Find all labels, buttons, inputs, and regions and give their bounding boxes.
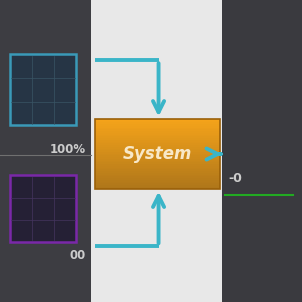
Bar xyxy=(95,173,220,175)
Text: -0: -0 xyxy=(228,172,242,185)
Bar xyxy=(95,169,220,171)
Bar xyxy=(95,166,220,168)
Bar xyxy=(95,161,220,163)
Bar xyxy=(95,162,220,164)
Text: 00: 00 xyxy=(70,249,86,262)
Bar xyxy=(95,168,220,170)
Bar xyxy=(95,137,220,138)
Bar xyxy=(95,119,220,189)
Bar xyxy=(95,187,220,189)
Bar xyxy=(95,152,220,154)
Bar xyxy=(95,164,220,166)
Bar xyxy=(95,128,220,130)
Bar xyxy=(222,0,302,302)
Bar xyxy=(0,0,91,302)
Bar xyxy=(95,150,220,152)
Bar xyxy=(95,157,220,159)
Bar xyxy=(10,175,76,242)
Bar xyxy=(95,149,220,150)
Bar xyxy=(95,159,220,161)
Bar xyxy=(95,175,220,177)
Bar xyxy=(95,123,220,124)
Bar xyxy=(10,54,76,125)
Bar xyxy=(95,129,220,131)
Bar xyxy=(95,145,220,147)
Bar xyxy=(95,178,220,180)
Bar xyxy=(95,126,220,128)
Bar xyxy=(95,143,220,145)
Bar xyxy=(95,154,220,156)
Bar xyxy=(95,124,220,126)
Bar xyxy=(95,147,220,149)
Text: System: System xyxy=(123,145,192,163)
Bar xyxy=(95,176,220,178)
Bar xyxy=(95,140,220,142)
Bar xyxy=(95,131,220,133)
Bar xyxy=(95,180,220,182)
Text: 100%: 100% xyxy=(50,143,86,156)
Bar xyxy=(95,119,220,121)
Bar xyxy=(95,133,220,135)
Bar xyxy=(95,138,220,140)
Bar xyxy=(95,183,220,185)
Bar xyxy=(95,135,220,137)
Bar xyxy=(95,171,220,173)
Bar xyxy=(95,156,220,158)
Bar xyxy=(95,185,220,187)
Bar xyxy=(95,121,220,123)
Bar xyxy=(95,182,220,184)
Bar xyxy=(95,142,220,144)
